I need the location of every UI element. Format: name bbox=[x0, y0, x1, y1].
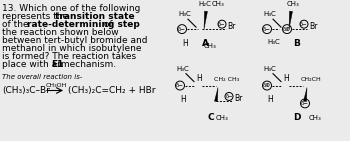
Text: CH₃: CH₃ bbox=[216, 115, 229, 121]
Text: CH₂CH: CH₂CH bbox=[301, 77, 322, 82]
Text: E1: E1 bbox=[51, 60, 64, 69]
Polygon shape bbox=[289, 11, 293, 29]
Text: H: H bbox=[267, 95, 273, 104]
Text: Br: Br bbox=[309, 22, 317, 31]
Text: A: A bbox=[202, 39, 209, 48]
Text: δ⊕: δ⊕ bbox=[283, 27, 291, 32]
Text: D: D bbox=[293, 113, 301, 122]
Text: CH₃: CH₃ bbox=[212, 1, 225, 7]
Text: B: B bbox=[293, 39, 300, 48]
Text: δ⊕: δ⊕ bbox=[263, 83, 271, 88]
Text: of the: of the bbox=[2, 20, 32, 29]
Text: is formed? The reaction takes: is formed? The reaction takes bbox=[2, 52, 136, 61]
Text: δ−: δ− bbox=[178, 27, 186, 32]
Text: H: H bbox=[182, 39, 188, 48]
Text: H₃C: H₃C bbox=[267, 39, 280, 45]
Text: CH₃: CH₃ bbox=[204, 43, 217, 49]
Text: δ−: δ− bbox=[218, 22, 226, 27]
Text: δ−: δ− bbox=[263, 27, 271, 32]
Text: between tert-butyl bromide and: between tert-butyl bromide and bbox=[2, 36, 147, 45]
Text: H₃C: H₃C bbox=[263, 66, 276, 72]
Text: CH₂ CH₃: CH₂ CH₃ bbox=[214, 77, 239, 82]
Text: C: C bbox=[208, 113, 215, 122]
Text: mechanism.: mechanism. bbox=[58, 60, 117, 69]
Polygon shape bbox=[215, 88, 218, 102]
Text: (CH₃)₃C–Br: (CH₃)₃C–Br bbox=[2, 86, 50, 95]
Text: CH₃OH: CH₃OH bbox=[46, 82, 67, 88]
Text: Br: Br bbox=[227, 22, 235, 31]
Text: H₃C: H₃C bbox=[263, 11, 276, 17]
Text: of: of bbox=[100, 20, 112, 29]
Text: H: H bbox=[180, 95, 186, 104]
Text: 13. Which one of the following: 13. Which one of the following bbox=[2, 4, 140, 13]
Text: H₂C: H₂C bbox=[198, 1, 211, 7]
Text: δ−: δ− bbox=[176, 83, 184, 88]
Text: H: H bbox=[196, 74, 202, 83]
Text: CH₃: CH₃ bbox=[287, 1, 300, 7]
Polygon shape bbox=[303, 88, 307, 102]
Text: δ−: δ− bbox=[225, 94, 233, 99]
Text: CH₃: CH₃ bbox=[309, 115, 322, 121]
Text: δ−: δ− bbox=[301, 101, 309, 106]
Text: The overall reaction is-: The overall reaction is- bbox=[2, 74, 82, 80]
Text: H₃C: H₃C bbox=[176, 66, 189, 72]
Text: place with an: place with an bbox=[2, 60, 66, 69]
Polygon shape bbox=[204, 11, 208, 29]
Text: Br: Br bbox=[234, 94, 242, 103]
Text: δ−: δ− bbox=[300, 22, 308, 27]
Text: H: H bbox=[283, 74, 289, 83]
Text: methanol in which isobutylene: methanol in which isobutylene bbox=[2, 44, 141, 53]
Text: H₃C: H₃C bbox=[178, 11, 191, 17]
Text: rate-determining step: rate-determining step bbox=[27, 20, 139, 29]
Text: transition state: transition state bbox=[55, 12, 134, 21]
Text: the reaction shown below: the reaction shown below bbox=[2, 28, 119, 37]
Text: (CH₃)₂C=CH₂ + HBr: (CH₃)₂C=CH₂ + HBr bbox=[68, 86, 155, 95]
Text: represents the: represents the bbox=[2, 12, 71, 21]
